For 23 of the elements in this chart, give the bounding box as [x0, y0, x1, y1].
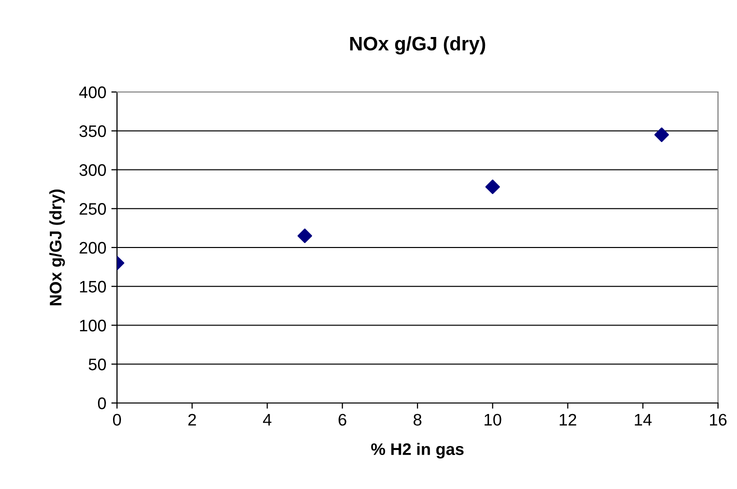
x-tick-label: 2 [188, 414, 196, 426]
y-tick-label: 100 [80, 320, 106, 332]
y-tick-label: 400 [79, 86, 106, 98]
x-tick-label: 10 [484, 414, 502, 426]
y-tick-label: 350 [79, 125, 106, 138]
x-tick-label: 16 [710, 414, 727, 426]
x-axis-title: % H2 in gas [371, 442, 464, 458]
y-tick-label: 150 [80, 280, 106, 293]
x-tick-label: 8 [414, 414, 422, 426]
y-tick-label: 0 [98, 397, 106, 410]
y-tick-label: 200 [80, 242, 106, 254]
chart-title: NOx g/GJ (dry) [350, 36, 486, 54]
y-tick-label: 250 [80, 203, 106, 215]
x-tick-label: 14 [634, 414, 652, 426]
point [485, 180, 500, 194]
y-tick-label: 300 [79, 164, 106, 176]
x-tick-label: 6 [338, 414, 346, 426]
x-tick-label: 0 [113, 414, 121, 426]
point [654, 127, 669, 142]
y-tick-label: 50 [88, 358, 106, 370]
x-tick-label: 4 [263, 414, 272, 426]
x-tick-label: 12 [560, 414, 576, 426]
y-axis-title: NOx g/GJ (dry) [49, 190, 65, 306]
